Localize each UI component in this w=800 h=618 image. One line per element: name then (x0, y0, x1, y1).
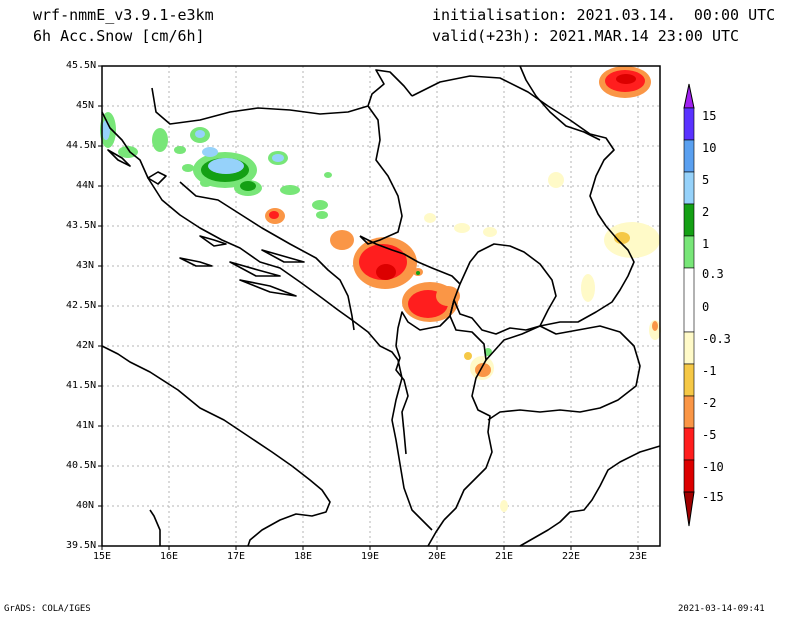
lon-label: 15E (93, 551, 112, 562)
colorbar-label: 1 (702, 237, 710, 251)
colorbar-label: -10 (702, 460, 724, 474)
lat-label: 43N (76, 260, 95, 271)
lat-label: 40N (76, 500, 95, 511)
lat-label: 44N (76, 180, 95, 191)
colorbar-label: -0.3 (702, 332, 731, 346)
footer-credit: GrADS: COLA/IGES (4, 604, 91, 614)
field-title: 6h Acc.Snow [cm/6h] (33, 27, 205, 45)
lon-label: 17E (227, 551, 246, 562)
lat-label: 45.5N (66, 60, 97, 71)
colorbar-label: 2 (702, 205, 710, 219)
init-time: initialisation: 2021.03.14. 00:00 UTC (432, 6, 776, 24)
lat-label: 39.5N (66, 540, 97, 551)
lon-label: 20E (428, 551, 447, 562)
lon-label: 23E (629, 551, 648, 562)
colorbar-label: 10 (702, 141, 717, 155)
valid-time: valid(+23h): 2021.MAR.14 23:00 UTC (432, 27, 740, 45)
lat-label: 41.5N (66, 380, 97, 391)
colorbar-label: -15 (702, 490, 724, 504)
colorbar-label: 0 (702, 300, 710, 314)
lat-label: 45N (76, 100, 95, 111)
snow-shading (100, 66, 661, 512)
map-frame (101, 65, 661, 547)
gridlines (102, 66, 660, 546)
model-title: wrf-nmmE_v3.9.1-e3km (33, 6, 214, 24)
colorbar-label: -2 (702, 396, 717, 410)
lat-label: 41N (76, 420, 95, 431)
lat-label: 43.5N (66, 220, 97, 231)
colorbar-label: -5 (702, 428, 717, 442)
lon-label: 22E (562, 551, 581, 562)
colorbar-label: 5 (702, 173, 710, 187)
colorbar-label: 0.3 (702, 267, 724, 281)
lat-label: 42N (76, 340, 95, 351)
lon-label: 18E (294, 551, 313, 562)
footer-timestamp: 2021-03-14-09:41 (678, 604, 765, 614)
lon-label: 19E (361, 551, 380, 562)
colorbar-label: -1 (702, 364, 717, 378)
lon-label: 16E (160, 551, 179, 562)
colorbar-bottom-arrow (683, 491, 695, 527)
colorbar-label: 15 (702, 109, 717, 123)
colorbar (683, 83, 695, 527)
lon-label: 21E (495, 551, 514, 562)
lat-label: 44.5N (66, 140, 97, 151)
coastlines-borders (101, 65, 661, 547)
lat-label: 42.5N (66, 300, 97, 311)
lat-label: 40.5N (66, 460, 97, 471)
colorbar-top-arrow (683, 83, 695, 109)
